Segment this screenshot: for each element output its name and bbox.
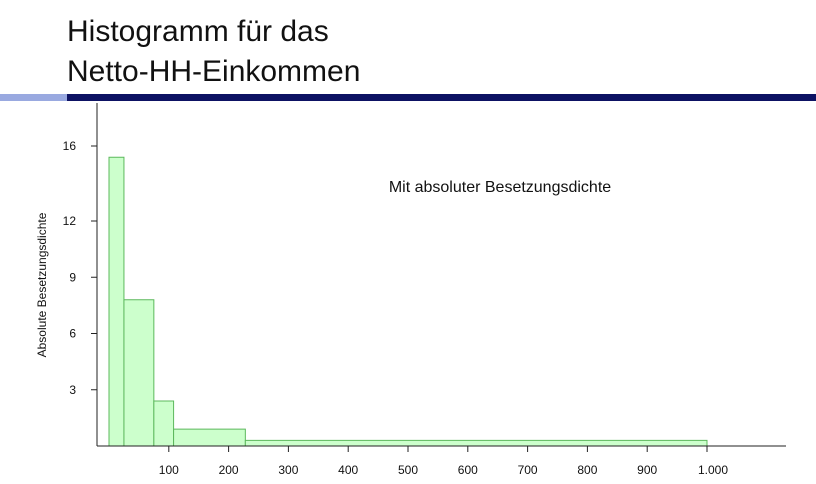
x-tick-label: 900 [637, 463, 657, 477]
slide-title-line-1: Histogramm für das [67, 15, 329, 48]
y-tick-label: 12 [63, 214, 77, 228]
histogram-bar-4 [173, 428, 246, 447]
y-tick-label: 16 [63, 139, 77, 153]
y-tick-label: 3 [69, 383, 76, 397]
x-axis-ticks: 100 200 300 400 500 600 700 800 900 1.000 [159, 446, 728, 477]
x-tick-label: 300 [278, 463, 298, 477]
x-tick-label: 600 [458, 463, 478, 477]
x-tick-label: 1.000 [698, 463, 728, 477]
histogram-bar-3 [153, 400, 175, 447]
slide-title: Histogramm für das Netto-HH-Einkommen [67, 12, 360, 92]
histogram-bar-1 [108, 156, 125, 447]
histogram-bars [108, 156, 708, 447]
x-tick-label: 100 [159, 463, 179, 477]
histogram-bar-5 [244, 439, 708, 447]
x-tick-label: 800 [577, 463, 597, 477]
y-axis-title: Absolute Besetzungsdichte [35, 212, 49, 357]
x-tick-label: 400 [338, 463, 358, 477]
y-axis-ticks: 3 6 9 12 16 [63, 139, 97, 397]
x-tick-label: 700 [518, 463, 538, 477]
y-tick-label: 6 [69, 327, 76, 341]
histogram-bar-2 [123, 299, 155, 447]
x-tick-label: 500 [398, 463, 418, 477]
title-rule-accent [0, 94, 67, 101]
x-tick-label: 200 [219, 463, 239, 477]
title-rule [67, 94, 816, 101]
slide-title-line-2: Netto-HH-Einkommen [67, 55, 361, 88]
chart-annotation: Mit absoluter Besetzungsdichte [389, 179, 611, 196]
y-tick-label: 9 [69, 270, 76, 284]
